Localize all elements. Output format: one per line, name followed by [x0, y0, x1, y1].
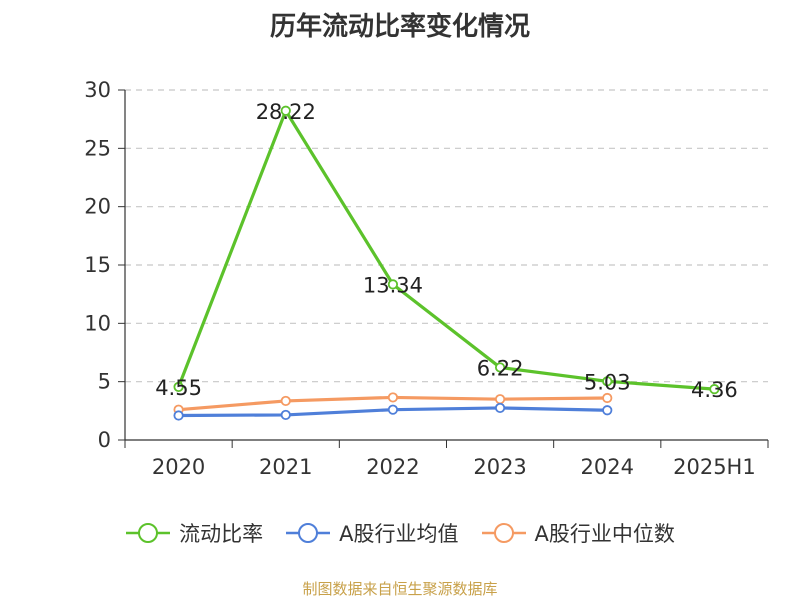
x-tick-label: 2024: [581, 455, 634, 479]
y-tick-label: 20: [84, 195, 111, 219]
data-point: [387, 392, 399, 403]
y-tick-label: 0: [98, 428, 111, 452]
data-label: 4.36: [691, 378, 738, 402]
data-point: [173, 410, 184, 421]
x-tick-label: 2021: [259, 455, 312, 479]
y-tick-label: 5: [98, 370, 111, 394]
data-point: [280, 409, 291, 421]
x-tick-label: 2025H1: [673, 455, 756, 479]
data-label: 5.03: [584, 370, 631, 394]
data-label: 13.34: [363, 273, 423, 297]
data-point: [709, 384, 720, 395]
data-point: [494, 394, 506, 405]
series-line: [177, 109, 715, 391]
legend-item[interactable]: 流动比率: [125, 518, 263, 548]
data-point: [602, 376, 613, 387]
legend-swatch: [286, 523, 331, 543]
legend-label: A股行业均值: [339, 522, 459, 546]
legend-item[interactable]: A股行业中位数: [481, 518, 675, 548]
x-tick-label: 2023: [473, 455, 526, 479]
legend-marker: [493, 523, 514, 543]
data-point: [280, 105, 291, 116]
data-label: 4.55: [155, 376, 202, 400]
source-note: 制图数据来自恒生聚源数据库: [302, 580, 498, 598]
y-tick-label: 25: [84, 136, 111, 160]
data-point: [280, 395, 291, 407]
data-point: [494, 362, 506, 373]
data-point: [602, 392, 613, 404]
y-tick-label: 10: [84, 311, 111, 335]
chart-title: 历年流动比率变化情况: [269, 12, 530, 42]
data-label: 28.22: [256, 100, 316, 124]
data-point: [387, 279, 399, 290]
x-tick-label: 2020: [152, 455, 205, 479]
legend-item[interactable]: A股行业均值: [285, 518, 459, 548]
y-tick-label: 30: [84, 78, 111, 102]
data-label: 6.22: [477, 356, 524, 380]
legend-swatch: [481, 523, 526, 543]
data-point: [387, 404, 399, 415]
x-tick-label: 2022: [366, 455, 419, 479]
legend-label: 流动比率: [179, 522, 264, 546]
y-tick-label: 15: [84, 253, 111, 277]
legend: 流动比率 A股行业均值 A股行业中位数: [0, 518, 800, 548]
legend-marker: [138, 523, 159, 543]
legend-label: A股行业中位数: [534, 522, 675, 546]
legend-swatch: [126, 523, 171, 543]
legend-marker: [298, 523, 319, 543]
data-point: [602, 405, 613, 416]
data-point: [173, 381, 184, 393]
data-point: [494, 402, 506, 414]
